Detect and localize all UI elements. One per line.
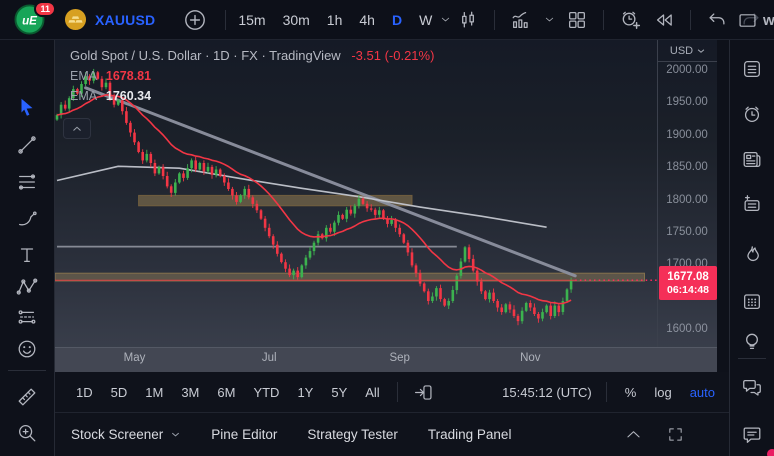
emoji-icon[interactable]: [12, 334, 42, 364]
timeframe-list: 15m 30m 1h 4h D W: [238, 12, 432, 28]
account-logo[interactable]: uE 11: [14, 0, 56, 36]
range-all[interactable]: All: [365, 384, 380, 400]
brush-icon[interactable]: [12, 204, 42, 234]
idea-bulb-icon[interactable]: [737, 326, 767, 356]
chevron-down-icon[interactable]: [541, 6, 557, 34]
symbol-name: XAUUSD: [95, 11, 156, 28]
price-tick: 1750.00: [666, 226, 708, 238]
chevron-down-icon: [172, 432, 180, 437]
time-tick-jul: Jul: [261, 352, 277, 364]
chart-pane[interactable]: Gold Spot / U.S. Dollar · 1D · FX · Trad…: [55, 40, 717, 372]
calendar-icon[interactable]: [737, 286, 767, 316]
gold-coin-icon: [64, 8, 87, 31]
range-ytd[interactable]: YTD: [253, 384, 280, 400]
go-to-date-icon[interactable]: [410, 378, 438, 406]
chevron-down-icon: [697, 48, 705, 53]
price-axis[interactable]: USD 1677.08 06:14:48 2000.00 1950.00 1900.…: [657, 40, 717, 347]
watchlist-icon[interactable]: [737, 54, 767, 84]
notification-badge: 11: [34, 0, 56, 17]
layout-square-icon[interactable]: [733, 6, 761, 34]
range-list: 1D 5D 1M 3M 6M YTD 1Y 5Y All: [71, 383, 385, 402]
timeframe-1h[interactable]: 1h: [326, 11, 343, 28]
bottom-range-bar: 1D 5D 1M 3M 6M YTD 1Y 5Y All 15:45:12 (UTC) % lo…: [55, 372, 729, 413]
notification-dot: [767, 449, 774, 456]
top-toolbar: uE 11 XAUUSD 15m 30m 1h 4h D W w: [0, 0, 774, 40]
flame-icon[interactable]: [737, 240, 767, 270]
redo-icon[interactable]: [737, 6, 765, 34]
time-tick-sep: Sep: [389, 352, 410, 364]
data-window-icon[interactable]: [737, 189, 767, 219]
replay-icon[interactable]: [650, 6, 678, 34]
range-3m[interactable]: 3M: [181, 384, 200, 400]
fib-retracement-icon[interactable]: [12, 167, 42, 197]
undo-icon[interactable]: [703, 6, 731, 34]
auto-scale-button[interactable]: auto: [689, 384, 715, 400]
alert-plus-icon[interactable]: [616, 6, 644, 34]
add-symbol-icon[interactable]: [181, 6, 209, 34]
tab-pine-editor[interactable]: Pine Editor: [211, 427, 278, 442]
range-1d[interactable]: 1D: [76, 384, 93, 400]
price-tick: 2000.00: [666, 64, 708, 76]
drawing-toolbar: [0, 40, 55, 456]
last-price-label: 1677.08 06:14:48: [659, 266, 717, 301]
log-scale-button[interactable]: log: [654, 384, 672, 400]
timeframe-4h[interactable]: 4h: [359, 11, 375, 28]
tab-trading-panel[interactable]: Trading Panel: [427, 427, 512, 442]
news-icon[interactable]: [737, 144, 767, 174]
range-6m[interactable]: 6M: [217, 384, 236, 400]
zoom-in-icon[interactable]: [12, 418, 42, 448]
maximize-panel-icon[interactable]: [661, 421, 689, 449]
chats-icon[interactable]: [737, 372, 767, 402]
symbol-search[interactable]: XAUUSD: [64, 8, 155, 31]
axis-currency[interactable]: USD: [658, 40, 717, 62]
candlestick-chart[interactable]: [55, 40, 657, 347]
toolbar-icons: [454, 6, 765, 34]
time-axis[interactable]: May Jul Sep Nov: [55, 347, 717, 372]
ruler-icon[interactable]: [12, 382, 42, 412]
xabcd-pattern-icon[interactable]: [12, 272, 42, 302]
tab-stock-screener[interactable]: Stock Screener: [71, 427, 181, 442]
indicators-icon[interactable]: [507, 6, 535, 34]
price-tick: 1800.00: [666, 193, 708, 206]
price-tick: 1600.00: [666, 323, 708, 336]
trend-line-icon[interactable]: [12, 130, 42, 160]
range-1m[interactable]: 1M: [145, 384, 164, 400]
candlestick-style-icon[interactable]: [454, 6, 482, 34]
text-icon[interactable]: [12, 240, 42, 270]
time-tick-nov: Nov: [520, 352, 541, 364]
toolbar-divider: [603, 9, 605, 30]
bottom-panel: Stock Screener Pine Editor Strategy Test…: [55, 413, 729, 456]
forecast-icon[interactable]: [12, 302, 42, 332]
range-1y[interactable]: 1Y: [297, 384, 314, 400]
percent-scale-button[interactable]: %: [624, 384, 637, 400]
timeframe-D[interactable]: D: [391, 11, 403, 28]
timeframe-W[interactable]: W: [419, 11, 433, 28]
clock[interactable]: 15:45:12 (UTC): [502, 384, 592, 400]
rail-divider: [8, 370, 46, 371]
widget-toolbar: [729, 40, 774, 456]
tab-strategy-tester[interactable]: Strategy Tester: [307, 427, 398, 442]
timeframe-chevron-down-icon[interactable]: [436, 6, 454, 34]
toolbar-divider: [494, 9, 496, 30]
range-5y[interactable]: 5Y: [331, 384, 348, 400]
partial-text: w: [763, 11, 774, 29]
time-tick-may: May: [123, 352, 146, 364]
toolbar-divider: [225, 9, 227, 30]
panel-collapse-icon[interactable]: [619, 421, 647, 449]
alert-clock-icon[interactable]: [737, 99, 767, 129]
toolbar-divider: [690, 9, 692, 30]
svg-text:uE: uE: [22, 14, 38, 27]
legend-collapse-button[interactable]: [63, 118, 91, 139]
comment-icon[interactable]: [737, 420, 767, 450]
cursor-icon[interactable]: [12, 92, 42, 122]
price-tick: 1950.00: [666, 96, 708, 109]
price-tick: 1900.00: [666, 128, 708, 141]
rail-divider: [738, 358, 766, 359]
range-5d[interactable]: 5D: [110, 384, 128, 400]
layout-grid-icon[interactable]: [563, 6, 591, 34]
timeframe-15m[interactable]: 15m: [238, 11, 266, 28]
price-tick: 1850.00: [666, 161, 708, 174]
timeframe-30m[interactable]: 30m: [282, 11, 310, 28]
